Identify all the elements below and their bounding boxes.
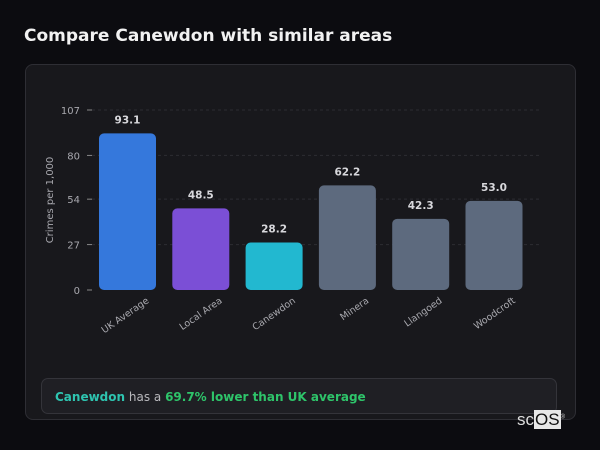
x-tick-label: Minera <box>338 295 371 323</box>
data-label: 48.5 <box>188 189 214 201</box>
y-tick-label: 80 <box>67 151 80 162</box>
bar-minera <box>318 185 376 290</box>
data-label: 28.2 <box>261 224 287 236</box>
bar-local-area <box>172 208 230 290</box>
callout-comparison: 69.7% lower than UK average <box>165 390 366 404</box>
y-tick-label: 0 <box>74 286 80 297</box>
data-label: 93.1 <box>115 114 141 126</box>
data-label: 53.0 <box>481 182 507 194</box>
bar-uk-average <box>99 133 156 290</box>
scos-logo: scOS® <box>517 410 565 429</box>
data-label: 62.2 <box>334 166 360 178</box>
callout-middle: has a <box>125 390 166 404</box>
y-tick-label: 54 <box>67 195 80 206</box>
comparison-callout: Canewdon has a 69.7% lower than UK avera… <box>41 378 557 414</box>
x-tick-label: Local Area <box>178 295 225 332</box>
x-tick-label: Llangoed <box>402 295 444 329</box>
bar-canewdon <box>245 242 303 290</box>
y-tick-label: 27 <box>67 241 80 252</box>
x-tick-label: UK Average <box>100 295 152 336</box>
page-title: Compare Canewdon with similar areas <box>24 26 393 46</box>
x-tick-label: Woodcroft <box>472 295 518 332</box>
y-tick-label: 107 <box>61 106 80 117</box>
callout-area: Canewdon <box>55 390 126 404</box>
y-axis-label: Crimes per 1,000 <box>45 157 56 244</box>
data-label: 42.3 <box>408 200 434 212</box>
bar-llangoed <box>392 218 450 290</box>
bar-woodcroft <box>465 200 523 290</box>
x-tick-label: Canewdon <box>251 295 298 333</box>
